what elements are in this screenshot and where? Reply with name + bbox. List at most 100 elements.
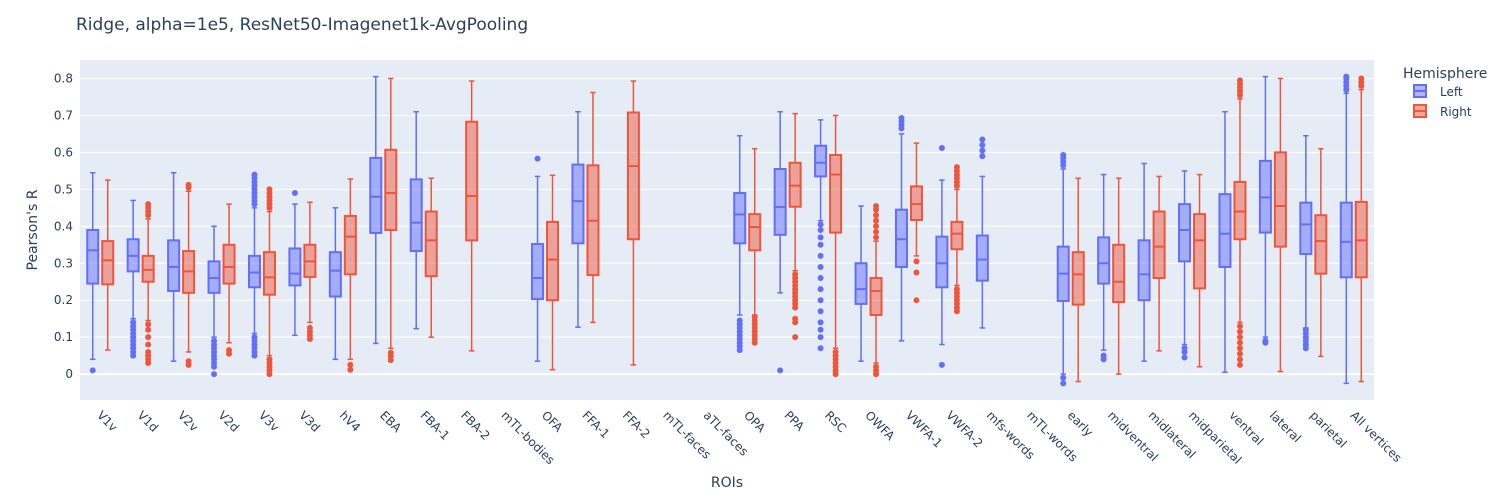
box-right-ventral[interactable] [1233,77,1247,368]
box-right-EBA[interactable] [384,77,398,364]
box-right-VWFA-1[interactable] [909,142,923,304]
box-plots [86,73,1368,387]
box-body [328,251,342,298]
box-right-FFA-1[interactable] [586,91,600,324]
x-tick-label: hV4 [337,408,363,434]
box-left-midventral[interactable] [1097,173,1111,363]
box-left-All vertices[interactable] [1339,73,1353,385]
box-left-early[interactable] [1056,151,1070,387]
box-left-VWFA-2[interactable] [935,144,949,368]
box-left-V2d[interactable] [207,225,221,378]
outlier-point [291,190,298,197]
outlier-point [185,358,192,365]
outlier-point [751,313,758,320]
box-right-V1d[interactable] [141,201,155,367]
outlier-point [817,252,824,259]
box-body [1097,236,1111,285]
box-body [343,214,357,276]
box-left-V2v[interactable] [167,171,181,362]
box-right-V1v[interactable] [101,179,115,351]
outlier-point [792,271,799,278]
box-right-V3d[interactable] [303,201,317,343]
y-tick-label: 0.6 [54,145,73,159]
box-body [733,192,747,245]
box-body [814,144,828,178]
legend[interactable]: Hemisphere Left Right [1403,66,1487,119]
box-left-OPA[interactable] [733,135,747,354]
box-left-VWFA-1[interactable] [894,115,908,342]
box-left-FBA-1[interactable] [409,110,423,330]
box-body [531,243,545,301]
box-body [1299,201,1313,256]
box-right-V2d[interactable] [222,203,236,357]
box-right-FFA-2[interactable] [626,80,640,366]
box-right-FBA-2[interactable] [465,80,479,352]
box-left-PPA[interactable] [773,110,787,374]
y-tick-labels: 0 0.1 0.2 0.3 0.4 0.5 0.6 0.7 0.8 [54,71,73,381]
outlier-point [251,334,258,341]
box-body [1193,213,1207,290]
box-right-FBA-1[interactable] [424,177,438,338]
outlier-point [873,217,880,224]
box-left-hV4[interactable] [328,207,342,361]
box-left-mfs-words[interactable] [975,136,989,329]
y-tick-label: 0.7 [54,108,73,122]
x-axis-title: ROIs [711,475,743,491]
box-left-midlateral[interactable] [1137,162,1151,362]
box-right-OWFA[interactable] [869,202,883,378]
box-right-lateral[interactable] [1273,77,1287,373]
outlier-point [145,326,152,333]
box-body [369,156,383,234]
box-right-midlateral[interactable] [1152,175,1166,352]
outlier-point [1302,326,1309,333]
box-right-RSC[interactable] [829,114,843,378]
box-body [773,168,787,236]
box-right-early[interactable] [1071,177,1085,383]
box-right-V3v[interactable] [262,186,276,378]
legend-item-left[interactable]: Left [1413,84,1463,99]
box-left-EBA[interactable] [369,75,383,345]
outlier-point [979,153,986,160]
x-tick-label: FBA-2 [458,408,493,443]
box-left-OFA[interactable] [531,155,545,362]
box-left-midparietal[interactable] [1178,170,1192,361]
box-right-OFA[interactable] [546,174,560,371]
legend-item-right[interactable]: Right [1413,104,1472,119]
legend-title: Hemisphere [1403,66,1487,82]
outlier-point [145,321,152,328]
box-left-V1v[interactable] [86,171,100,374]
box-right-PPA[interactable] [788,112,802,341]
box-left-RSC[interactable] [814,119,828,352]
box-left-FFA-1[interactable] [571,110,585,328]
box-right-OPA[interactable] [748,147,762,346]
box-left-V3d[interactable] [288,190,302,337]
outlier-point [913,258,920,265]
box-left-V3v[interactable] [247,171,261,359]
box-body [1339,201,1353,279]
outlier-point [817,297,824,304]
box-right-hV4[interactable] [343,178,357,373]
box-left-lateral[interactable] [1258,75,1272,346]
box-right-midparietal[interactable] [1193,173,1207,368]
box-left-OWFA[interactable] [854,205,868,362]
box-body [950,220,964,251]
outlier-point [1236,361,1243,368]
outlier-point [817,227,824,233]
outlier-point [979,147,986,154]
outlier-point [145,201,152,208]
box-right-VWFA-2[interactable] [950,164,964,315]
box-right-V2v[interactable] [182,181,196,368]
box-left-ventral[interactable] [1218,110,1232,374]
x-tick-label: ventral [1226,408,1266,448]
box-left-V1d[interactable] [126,199,140,359]
box-body [829,153,843,234]
box-right-parietal[interactable] [1314,147,1328,358]
x-tick-label: V2v [175,408,201,434]
box-left-parietal[interactable] [1299,135,1313,352]
chart-title: Ridge, alpha=1e5, ResNet50-Imagenet1k-Av… [76,15,528,35]
y-axis-title: Pearson's R [25,189,41,270]
y-tick-label: 0 [65,367,73,381]
box-right-midventral[interactable] [1112,177,1126,375]
outlier-point [1236,328,1243,335]
box-right-All vertices[interactable] [1354,75,1368,383]
